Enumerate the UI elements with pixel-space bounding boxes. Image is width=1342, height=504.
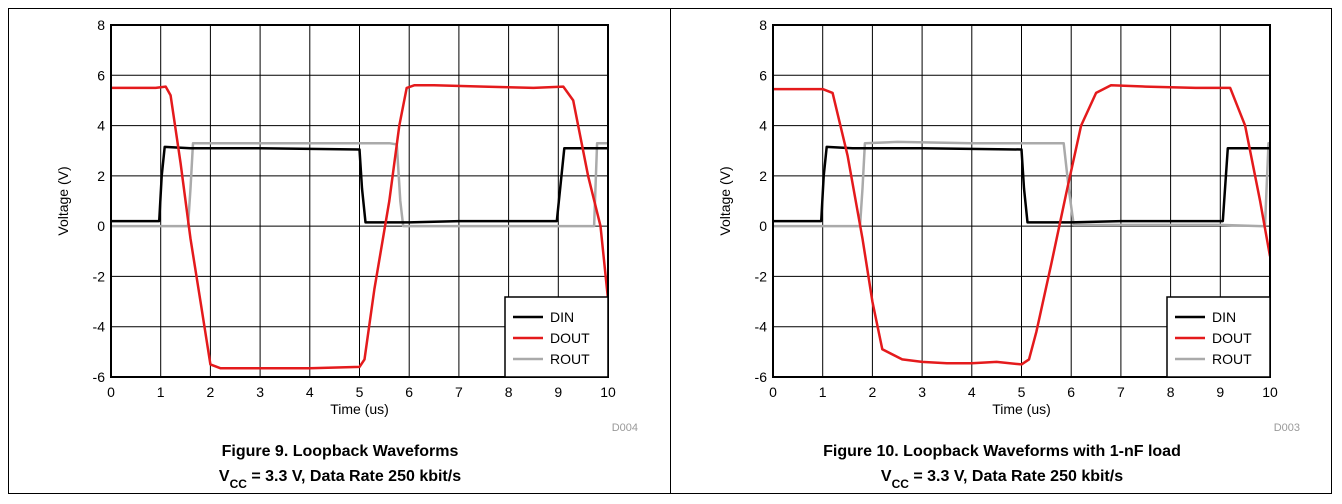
y-tick-label: -4 [93, 319, 106, 335]
x-tick-label: 7 [1117, 384, 1125, 400]
plot-border [110, 24, 609, 378]
series-group [773, 84, 1270, 366]
y-tick-label: -2 [755, 268, 768, 284]
y-tick-label: 2 [759, 168, 767, 184]
y-tick-label: -6 [93, 369, 106, 385]
x-tick-label: 4 [306, 384, 314, 400]
y-tick-label: 6 [759, 67, 767, 83]
plot-border [772, 24, 1271, 378]
series-line-dout [111, 84, 608, 370]
series-line-dout [773, 84, 1270, 366]
series-group [111, 84, 608, 370]
x-tick-label: 5 [1018, 384, 1026, 400]
caption-vcc-subscript: CC [892, 477, 910, 491]
legend-label-rout: ROUT [550, 351, 590, 367]
x-tick-label: 2 [207, 384, 215, 400]
x-tick-label: 3 [256, 384, 264, 400]
caption-conditions-text: = 3.3 V, Data Rate 250 kbit/s [247, 468, 461, 485]
chart-figure-9: 0 1 2 3 4 5 6 7 8 9 10 -6 -4 -2 0 2 4 6 8 DIN DOUT ROUT Time (… [55, 17, 638, 491]
x-tick-label: 8 [505, 384, 513, 400]
y-tick-label: 0 [759, 218, 767, 234]
x-tick-label: 3 [918, 384, 926, 400]
y-tick-label: 4 [97, 118, 105, 134]
x-tick-label: 0 [107, 384, 115, 400]
x-tick-label: 6 [405, 384, 413, 400]
x-tick-label: 5 [356, 384, 364, 400]
caption-vcc-subscript: CC [230, 477, 248, 491]
figure-code: D003 [1274, 422, 1300, 434]
x-tick-label: 9 [554, 384, 562, 400]
x-axis-label: Time (us) [330, 401, 389, 417]
y-tick-label: -2 [93, 268, 106, 284]
figure-caption-title: Figure 10. Loopback Waveforms with 1-nF … [823, 443, 1181, 460]
x-tick-label: 1 [157, 384, 165, 400]
y-axis-label: Voltage (V) [55, 166, 71, 235]
x-tick-label: 6 [1067, 384, 1075, 400]
caption-conditions-text: = 3.3 V, Data Rate 250 kbit/s [909, 468, 1123, 485]
x-tick-label: 9 [1216, 384, 1224, 400]
x-tick-label: 10 [1262, 384, 1278, 400]
chart-figure-10: 0 1 2 3 4 5 6 7 8 9 10 -6 -4 -2 0 2 4 6 8 DIN DOUT ROUT Time (… [717, 17, 1300, 491]
x-tick-label: 0 [769, 384, 777, 400]
y-tick-label: 6 [97, 67, 105, 83]
x-tick-label: 1 [819, 384, 827, 400]
x-tick-label: 4 [968, 384, 976, 400]
y-tick-label: 8 [759, 17, 767, 33]
figure-divider [670, 8, 671, 494]
legend-label-din: DIN [550, 309, 574, 325]
x-tick-label: 10 [600, 384, 616, 400]
figure-code: D004 [612, 422, 638, 434]
caption-vcc-symbol: V [219, 468, 230, 485]
figure-caption-conditions: VCC = 3.3 V, Data Rate 250 kbit/s [881, 468, 1123, 491]
legend-label-dout: DOUT [1212, 330, 1252, 346]
y-tick-label: 4 [759, 118, 767, 134]
legend-label-din: DIN [1212, 309, 1236, 325]
x-axis-label: Time (us) [992, 401, 1051, 417]
x-tick-label: 7 [455, 384, 463, 400]
legend-label-dout: DOUT [550, 330, 590, 346]
y-tick-label: 2 [97, 168, 105, 184]
caption-vcc-symbol: V [881, 468, 892, 485]
x-tick-label: 2 [869, 384, 877, 400]
figure-caption-conditions: VCC = 3.3 V, Data Rate 250 kbit/s [219, 468, 461, 491]
y-axis-label: Voltage (V) [717, 166, 733, 235]
x-tick-label: 8 [1167, 384, 1175, 400]
series-line-rout [773, 140, 1270, 228]
y-tick-label: -6 [755, 369, 768, 385]
y-tick-label: -4 [755, 319, 768, 335]
y-tick-label: 0 [97, 218, 105, 234]
series-line-din [773, 145, 1270, 224]
legend-label-rout: ROUT [1212, 351, 1252, 367]
series-line-din [111, 145, 608, 224]
figure-caption-title: Figure 9. Loopback Waveforms [222, 443, 459, 460]
series-line-rout [111, 141, 608, 228]
y-tick-label: 8 [97, 17, 105, 33]
